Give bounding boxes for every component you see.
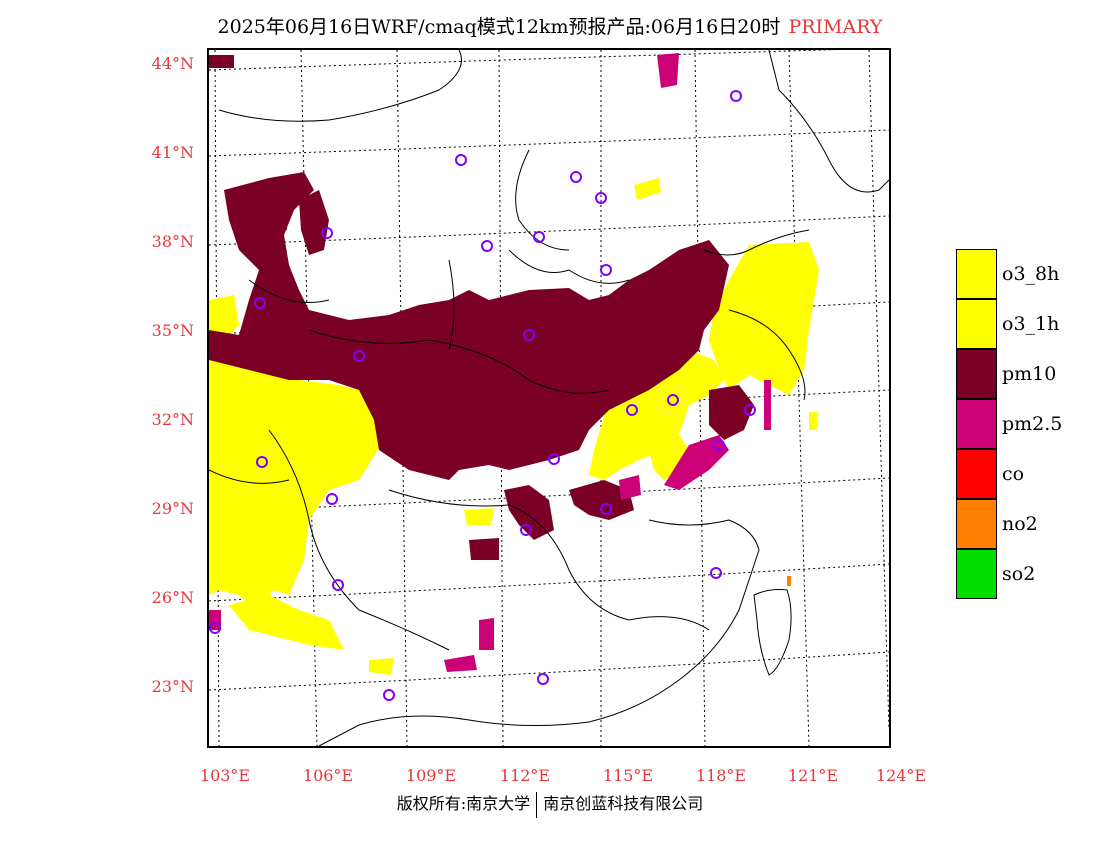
legend-swatch-no2: [956, 499, 997, 549]
title-text: 2025年06月16日WRF/cmaq模式12km预报产品:06月16日20时: [217, 16, 781, 38]
legend-item-co: co: [956, 449, 1086, 499]
legend-label-pm25: pm2.5: [1002, 413, 1063, 435]
lat-label-32: 32°N: [151, 410, 194, 429]
legend-label-co: co: [1002, 463, 1025, 485]
copyright-footer: 版权所有:南京大学 南京创蓝科技有限公司: [0, 790, 1100, 818]
legend-swatch-so2: [956, 549, 997, 599]
legend-label-o3-8h: o3_8h: [1002, 263, 1060, 285]
lat-label-35: 35°N: [151, 321, 194, 340]
lat-label-44: 44°N: [151, 54, 194, 73]
lon-label-121: 121°E: [787, 766, 839, 785]
lat-label-23: 23°N: [151, 677, 194, 696]
title-tag: PRIMARY: [788, 16, 883, 38]
legend-label-o3-1h: o3_1h: [1002, 313, 1060, 335]
lon-label-112: 112°E: [499, 766, 551, 785]
legend-item-o3-1h: o3_1h: [956, 299, 1086, 349]
legend-item-no2: no2: [956, 499, 1086, 549]
lat-label-38: 38°N: [151, 232, 194, 251]
legend-swatch-o3-8h: [956, 249, 997, 299]
lon-label-115: 115°E: [602, 766, 654, 785]
legend-item-o3-8h: o3_8h: [956, 249, 1086, 299]
legend-swatch-pm25: [956, 399, 997, 449]
lon-label-106: 106°E: [302, 766, 354, 785]
copyright-left: 版权所有:南京大学: [396, 794, 531, 813]
map-frame: [207, 48, 891, 748]
lon-label-109: 109°E: [405, 766, 457, 785]
legend-label-pm10: pm10: [1002, 363, 1057, 385]
lon-label-124: 124°E: [875, 766, 927, 785]
map-canvas: [209, 50, 889, 746]
lon-label-103: 103°E: [199, 766, 251, 785]
lat-label-29: 29°N: [151, 499, 194, 518]
legend-swatch-pm10: [956, 349, 997, 399]
lat-label-26: 26°N: [151, 588, 194, 607]
legend-label-no2: no2: [1002, 513, 1038, 535]
no2-patch: [787, 576, 791, 586]
legend-item-pm25: pm2.5: [956, 399, 1086, 449]
pm25-regions: [209, 53, 771, 672]
map-title: 2025年06月16日WRF/cmaq模式12km预报产品:06月16日20时 P…: [0, 12, 1100, 39]
o3-regions: [209, 178, 819, 675]
station-markers: [209, 90, 756, 701]
footer-separator: [536, 791, 538, 818]
lat-label-41: 41°N: [151, 143, 194, 162]
boundaries: [209, 50, 889, 746]
legend-item-so2: so2: [956, 549, 1086, 599]
legend-item-pm10: pm10: [956, 349, 1086, 399]
copyright-right: 南京创蓝科技有限公司: [543, 794, 704, 813]
legend-label-so2: so2: [1002, 563, 1036, 585]
legend-swatch-o3-1h: [956, 299, 997, 349]
legend-swatch-co: [956, 449, 997, 499]
lon-label-118: 118°E: [695, 766, 747, 785]
